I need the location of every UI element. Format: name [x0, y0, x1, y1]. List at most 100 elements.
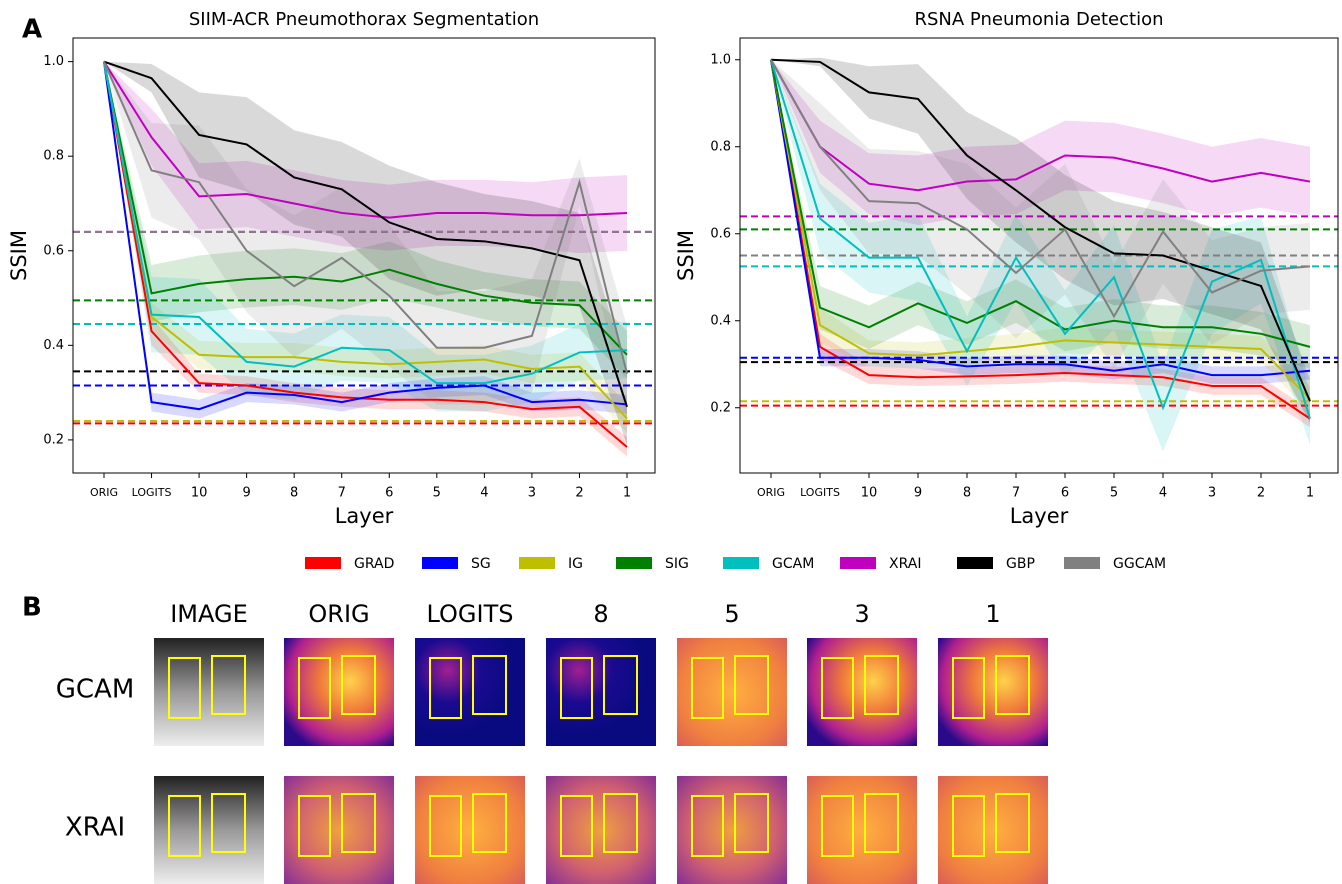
thumbnail — [807, 638, 917, 746]
x-tick-label: ORIG — [90, 486, 118, 499]
error-band — [771, 59, 1310, 226]
roi-box — [298, 657, 331, 719]
thumbnail — [284, 776, 394, 884]
y-tick-label: 0.8 — [710, 139, 731, 154]
x-tick-label: 10 — [861, 486, 878, 501]
roi-box — [472, 655, 507, 715]
series-line — [770, 59, 1311, 192]
x-axis-label: Layer — [335, 504, 394, 528]
y-tick-label: 0.2 — [710, 400, 731, 415]
legend-swatch — [305, 557, 341, 569]
error-band — [771, 59, 1310, 369]
error-band — [771, 59, 1310, 428]
error-band — [771, 57, 1310, 423]
thumbnail — [677, 776, 787, 884]
legend-label: SIG — [665, 556, 689, 572]
legend-swatch — [957, 557, 993, 569]
thumbnail — [546, 776, 656, 884]
row-label: GCAM — [56, 675, 135, 705]
column-header: 8 — [593, 600, 608, 628]
column-header: LOGITS — [427, 600, 514, 628]
plot-area — [740, 57, 1338, 452]
chart-title: RSNA Pneumonia Detection — [914, 9, 1163, 30]
legend-swatch — [422, 557, 458, 569]
roi-box — [429, 657, 462, 719]
x-tick-label: 5 — [1110, 486, 1118, 501]
error-band — [104, 61, 627, 254]
x-tick-label: 3 — [528, 486, 536, 501]
x-tick-label: 10 — [191, 486, 208, 501]
x-tick-label: 1 — [1306, 486, 1314, 501]
x-tick-label: ORIG — [757, 486, 785, 499]
error-band — [771, 59, 1310, 413]
y-tick-label: 0.6 — [43, 243, 64, 258]
x-tick-label: LOGITS — [800, 486, 840, 499]
legend-swatch — [519, 557, 555, 569]
series-line — [103, 61, 628, 411]
roi-box — [560, 795, 593, 857]
series-line — [770, 59, 1311, 319]
legend-label: GRAD — [354, 556, 394, 572]
series-line — [770, 58, 1311, 402]
series-line — [103, 61, 628, 374]
series-line — [103, 61, 628, 420]
roi-box — [734, 655, 769, 715]
plot-area — [73, 60, 655, 457]
x-tick-label: 8 — [963, 486, 971, 501]
y-tick-label: 0.4 — [43, 338, 64, 353]
legend-label: XRAI — [889, 556, 921, 572]
roi-box — [734, 793, 769, 853]
legend-label: GBP — [1006, 556, 1035, 572]
y-tick-label: 0.2 — [43, 432, 64, 447]
roi-box — [952, 657, 985, 719]
thumbnail — [154, 776, 264, 884]
panel-label: A — [22, 15, 42, 45]
legend-label: SG — [471, 556, 491, 572]
thumbnail — [415, 776, 525, 884]
column-header: ORIG — [308, 600, 369, 628]
y-tick-label: 1.0 — [43, 54, 64, 69]
x-tick-label: 9 — [242, 486, 250, 501]
x-tick-label: 2 — [1257, 486, 1265, 501]
error-band — [104, 61, 627, 433]
roi-box — [211, 793, 246, 853]
legend-swatch — [723, 557, 759, 569]
roi-box — [821, 657, 854, 719]
column-header: 3 — [854, 600, 869, 628]
roi-box — [603, 655, 638, 715]
thumbnail — [807, 776, 917, 884]
x-tick-label: 7 — [338, 486, 346, 501]
column-header: 5 — [724, 600, 739, 628]
legend-swatch — [616, 557, 652, 569]
x-tick-label: 6 — [385, 486, 393, 501]
x-tick-label: 4 — [1159, 486, 1167, 501]
error-band — [771, 59, 1310, 384]
roi-box — [211, 655, 246, 715]
x-tick-label: 9 — [914, 486, 922, 501]
x-tick-label: LOGITS — [132, 486, 172, 499]
series-line — [770, 59, 1311, 348]
row-label: XRAI — [65, 813, 125, 843]
column-header: 1 — [985, 600, 1000, 628]
series-line — [770, 59, 1311, 420]
x-tick-label: 6 — [1061, 486, 1069, 501]
y-tick-label: 0.4 — [710, 313, 731, 328]
roi-box — [168, 657, 201, 719]
legend-swatch — [1064, 557, 1100, 569]
series-line — [770, 59, 1311, 400]
column-header: IMAGE — [170, 600, 248, 628]
chart-title: SIIM-ACR Pneumothorax Segmentation — [189, 9, 539, 30]
x-axis-label: Layer — [1010, 504, 1069, 528]
series-line — [103, 60, 628, 408]
thumbnail — [284, 638, 394, 746]
error-band — [104, 61, 627, 445]
roi-box — [298, 795, 331, 857]
y-tick-label: 0.8 — [43, 149, 64, 164]
legend-swatch — [840, 557, 876, 569]
legend-label: GGCAM — [1113, 556, 1166, 572]
thumbnail — [677, 638, 787, 746]
y-axis-label: SSIM — [674, 230, 698, 281]
roi-box — [168, 795, 201, 857]
roi-box — [691, 657, 724, 719]
